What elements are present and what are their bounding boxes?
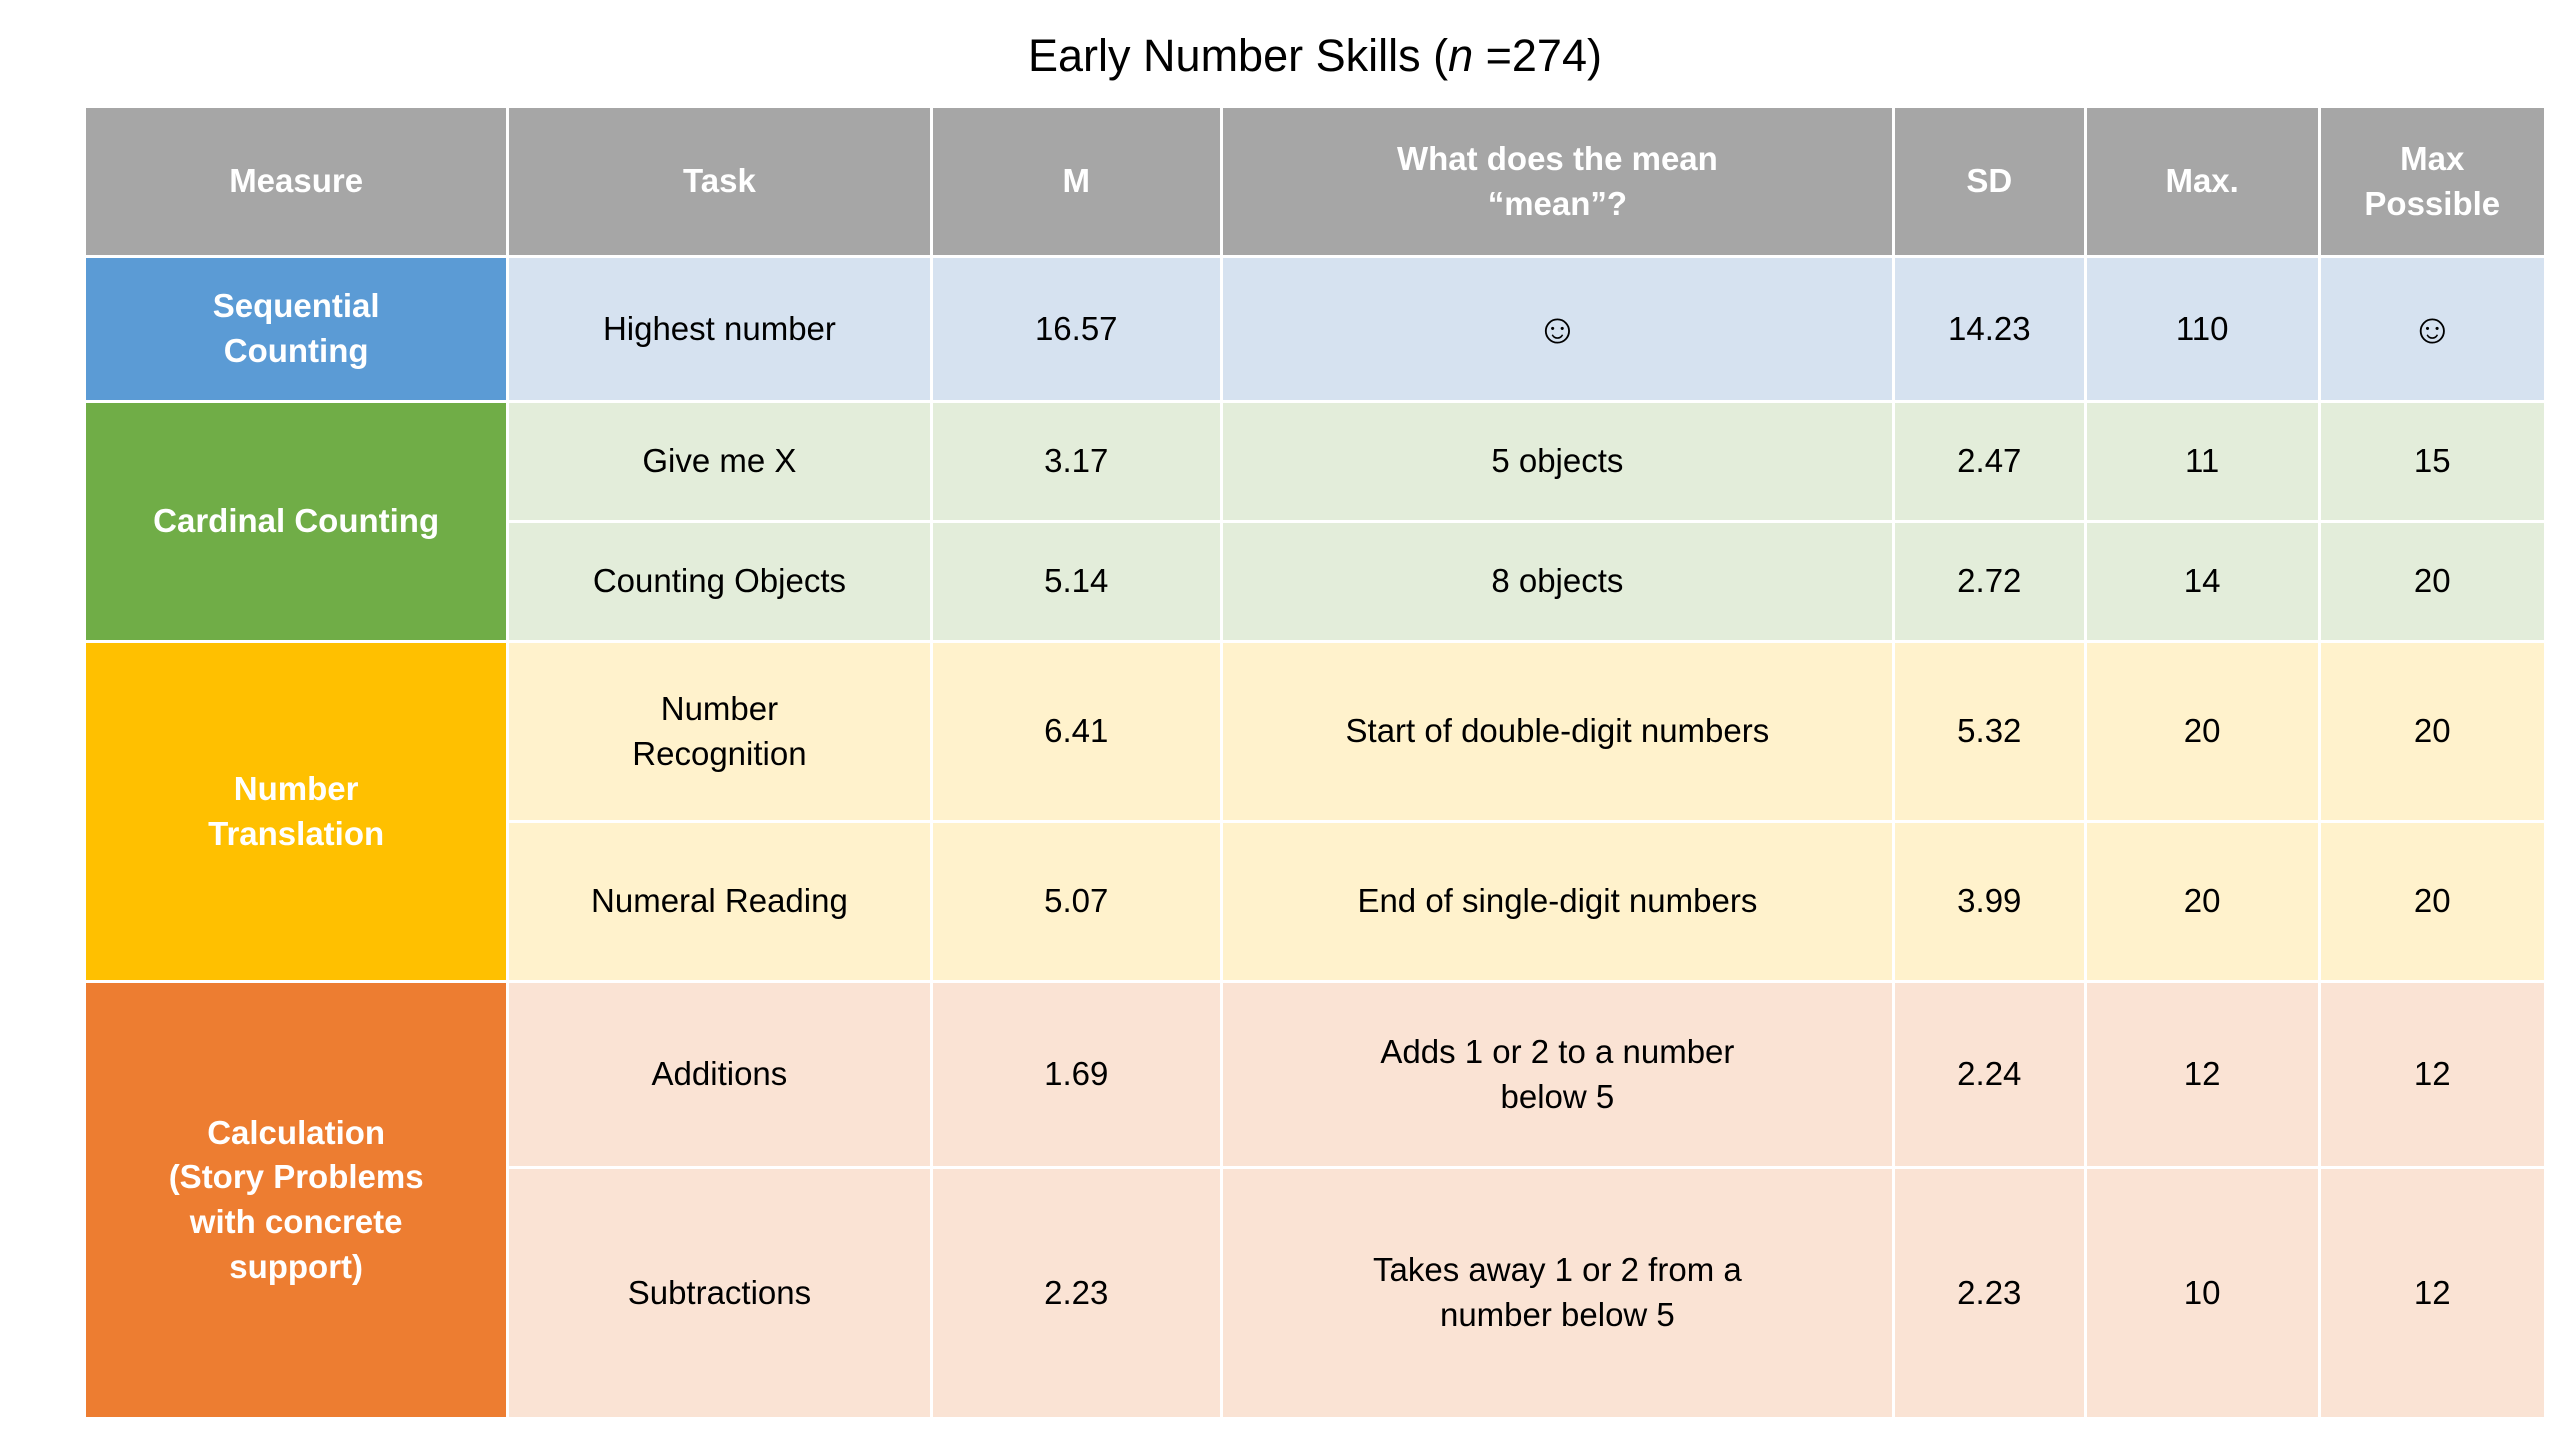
max-cell: 10 (2083, 1166, 2321, 1420)
task-cell: Give me X (506, 400, 933, 523)
max-cell: 12 (2083, 980, 2321, 1169)
stats-table: Measure Task M What does the mean “mean”… (82, 105, 2548, 1420)
mean-value-cell: 2.23 (929, 1166, 1223, 1420)
mean-note-cell: 5 objects (1219, 400, 1895, 523)
table-row-number-recognition: Number Translation Number Recognition 6.… (82, 640, 2548, 983)
column-header-max: Max. (2083, 105, 2321, 258)
mean-note-line: End of single-digit numbers (1357, 882, 1758, 920)
mean-value-cell: 5.07 (929, 820, 1223, 983)
mean-value-cell: 5.14 (929, 520, 1223, 643)
title-prefix: Early Number Skills ( (1028, 30, 1449, 81)
task-line: Give me X (642, 442, 797, 480)
mean-note-line: Adds 1 or 2 to a number (1380, 1032, 1735, 1070)
max-cell: 14 (2083, 520, 2321, 643)
mean-note-line: below 5 (1500, 1077, 1615, 1115)
max-cell: 20 (2083, 820, 2321, 983)
max-possible-cell: 15 (2317, 400, 2548, 523)
column-header-m: M (929, 105, 1223, 258)
title-suffix: =274) (1473, 30, 1602, 81)
header-mean-line2: “mean”? (1487, 184, 1628, 222)
max-possible-cell: 12 (2317, 980, 2548, 1169)
task-cell: Highest number (506, 255, 933, 403)
mean-note-line: Takes away 1 or 2 from a (1373, 1251, 1742, 1289)
table-row-counting-objects: Counting Objects 5.14 8 objects 2.72 14 … (85, 520, 2548, 643)
column-header-measure: Measure (82, 105, 510, 258)
page-title: Early Number Skills (n =274) (83, 14, 2547, 98)
column-header-sd: SD (1891, 105, 2087, 258)
mean-note-cell: 8 objects (1219, 520, 1895, 643)
max-possible-cell: 20 (2317, 520, 2548, 643)
table-row-sequential-counting: Sequential Counting Highest number 16.57… (82, 255, 2548, 403)
sd-cell: 2.23 (1891, 1166, 2087, 1420)
mean-note-cell: Start of double-digit numbers (1219, 640, 1895, 823)
mean-value-cell: 1.69 (929, 980, 1223, 1169)
mean-note-cell: End of single-digit numbers (1219, 820, 1895, 983)
title-italic-n: n (1448, 30, 1474, 81)
measure-cell-cardinal-counting: Cardinal Counting (82, 400, 510, 643)
max-cell: 110 (2083, 255, 2321, 403)
task-line: Counting Objects (592, 562, 846, 600)
mean-value-cell: 16.57 (929, 255, 1223, 403)
measure-line: Number (233, 769, 359, 807)
task-line: Numeral Reading (591, 882, 848, 920)
task-line: Subtractions (627, 1273, 812, 1311)
mean-note-cell: Takes away 1 or 2 from a number below 5 (1219, 1166, 1895, 1420)
column-header-task: Task (506, 105, 933, 258)
measure-cell-number-translation: Number Translation (82, 640, 510, 983)
measure-cell-calculation: Calculation (Story Problems with concret… (82, 980, 510, 1420)
task-line: Highest number (602, 309, 836, 347)
max-cell: 20 (2083, 640, 2321, 823)
measure-line: Cardinal Counting (153, 502, 440, 540)
measure-line: Sequential (212, 287, 380, 325)
measure-line: with concrete (189, 1203, 403, 1240)
measure-line: Translation (208, 814, 385, 852)
task-cell: Subtractions (506, 1166, 933, 1420)
task-cell: Counting Objects (506, 520, 933, 643)
max-possible-cell: ☺ (2317, 255, 2548, 403)
task-cell: Number Recognition (506, 640, 933, 823)
task-line: Number (660, 689, 779, 727)
sd-cell: 2.24 (1891, 980, 2087, 1169)
table-row-subtractions: Subtractions 2.23 Takes away 1 or 2 from… (85, 1166, 2548, 1420)
header-maxp-line2: Possible (2364, 184, 2501, 222)
task-cell: Numeral Reading (506, 820, 933, 983)
mean-note-cell: Adds 1 or 2 to a number below 5 (1219, 980, 1895, 1169)
header-maxp-line1: Max (2400, 139, 2465, 177)
header-row: Measure Task M What does the mean “mean”… (82, 105, 2548, 258)
mean-note-line: 8 objects (1491, 562, 1624, 600)
sd-cell: 3.99 (1891, 820, 2087, 983)
sd-cell: 2.72 (1891, 520, 2087, 643)
measure-line: support) (229, 1247, 364, 1285)
max-possible-cell: 20 (2317, 820, 2548, 983)
smiley-icon: ☺ (1535, 304, 1579, 352)
mean-value-cell: 3.17 (929, 400, 1223, 523)
mean-note-line: 5 objects (1491, 442, 1624, 480)
column-header-mean: What does the mean “mean”? (1219, 105, 1895, 258)
measure-line: (Story Problems (168, 1158, 424, 1196)
measure-line: Calculation (207, 1113, 386, 1151)
task-line: Recognition (632, 734, 807, 772)
task-line: Additions (651, 1055, 788, 1093)
mean-value-cell: 6.41 (929, 640, 1223, 823)
table-row-numeral-reading: Numeral Reading 5.07 End of single-digit… (85, 820, 2548, 983)
measure-cell-sequential-counting: Sequential Counting (82, 255, 510, 403)
mean-note-cell: ☺ (1219, 255, 1895, 403)
sd-cell: 2.47 (1891, 400, 2087, 523)
table-row-give-me-x: Cardinal Counting Give me X 3.17 5 objec… (82, 400, 2548, 643)
task-cell: Additions (506, 980, 933, 1169)
max-possible-cell: 12 (2317, 1166, 2548, 1420)
column-header-max-possible: Max Possible (2317, 105, 2548, 258)
table-row-additions: Calculation (Story Problems with concret… (82, 980, 2548, 1420)
sd-cell: 5.32 (1891, 640, 2087, 823)
sd-cell: 14.23 (1891, 255, 2087, 403)
max-cell: 11 (2083, 400, 2321, 523)
mean-note-line: number below 5 (1439, 1296, 1675, 1333)
measure-line: Counting (223, 332, 369, 369)
header-mean-line1: What does the mean (1396, 139, 1718, 177)
mean-note-line: Start of double-digit numbers (1345, 712, 1770, 750)
smiley-icon: ☺ (2410, 304, 2454, 352)
max-possible-cell: 20 (2317, 640, 2548, 823)
